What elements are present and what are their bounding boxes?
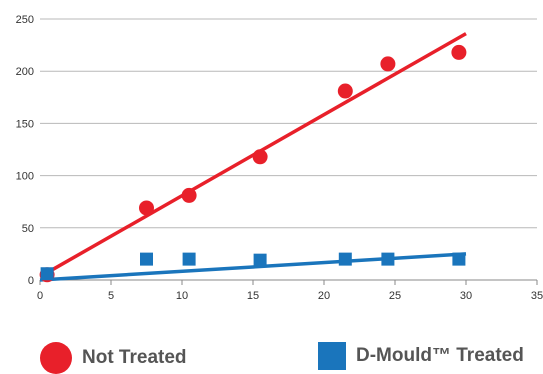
data-point-square: [381, 252, 395, 266]
tick-labels: 0 50 100 150 200 250 0 5 10 15 20 25 30 35: [16, 14, 543, 302]
y-tick-label: 250: [16, 14, 34, 26]
data-points: [39, 44, 467, 283]
scatter-chart: 0 50 100 150 200 250 0 5 10 15 20 25 30 35: [16, 14, 543, 302]
data-point-circle: [252, 149, 268, 165]
x-tick-label: 10: [176, 290, 188, 302]
data-point-square: [182, 252, 196, 266]
grid-lines: [40, 18, 537, 229]
y-tick-label: 50: [22, 223, 34, 235]
x-tick-label: 35: [531, 290, 543, 302]
legend-square-icon: [318, 342, 346, 370]
x-tick-label: 5: [108, 290, 114, 302]
y-tick-label: 0: [28, 275, 34, 287]
x-tick-label: 0: [37, 290, 43, 302]
data-point-square: [338, 252, 352, 266]
x-tick-label: 30: [460, 290, 472, 302]
legend-label-d-mould-treated: D-Mould™ Treated: [356, 345, 524, 366]
x-tick-label: 25: [389, 290, 401, 302]
data-point-circle: [139, 200, 154, 216]
y-tick-label: 150: [16, 118, 34, 130]
legend-label-not-treated: Not Treated: [82, 347, 187, 368]
trendline-series-1: [39, 252, 467, 282]
legend-item-not-treated: Not Treated: [40, 342, 187, 374]
data-point-square: [40, 267, 54, 281]
y-tick-label: 100: [16, 171, 34, 183]
y-tick-label: 200: [16, 66, 34, 78]
data-point-square: [140, 252, 153, 266]
legend-item-d-mould-treated: D-Mould™ Treated: [318, 342, 524, 370]
legend-circle-icon: [40, 342, 72, 374]
data-point-square: [452, 252, 466, 266]
data-point-circle: [337, 83, 353, 99]
x-tick-label: 20: [318, 290, 330, 302]
data-point-circle: [451, 44, 467, 60]
axes: [39, 279, 538, 285]
data-point-circle: [380, 56, 396, 72]
data-point-circle: [181, 187, 197, 203]
data-point-square: [253, 253, 267, 267]
x-tick-label: 15: [247, 290, 259, 302]
